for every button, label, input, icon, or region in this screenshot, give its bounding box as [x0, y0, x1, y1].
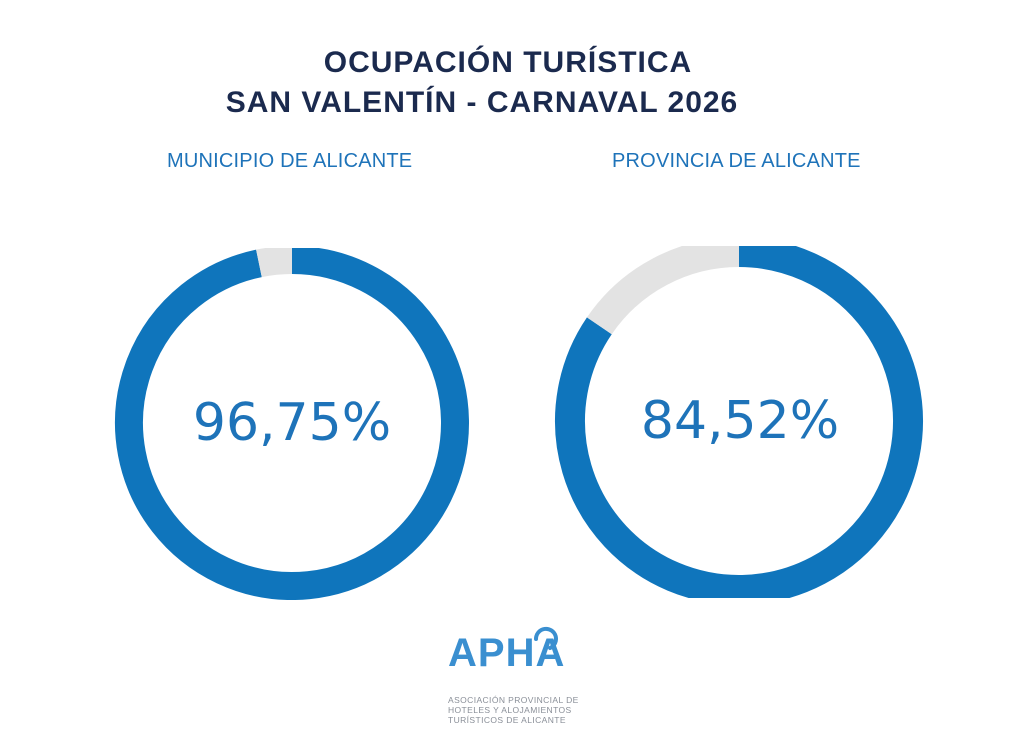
donut-slice-ocupado	[555, 246, 923, 598]
title-line-2: SAN VALENTÍN - CARNAVAL 2026	[225, 86, 739, 119]
logo-subtitle-line-1: Asociación Provincial de	[448, 695, 579, 705]
center-label-provincia: 84,52%	[641, 391, 839, 451]
donut-slices-municipio	[115, 248, 469, 600]
logo-subtitle-line-2: Hoteles y Alojamientos	[448, 705, 572, 715]
chart-title-municipio: MUNICIPIO DE ALICANTE	[167, 150, 413, 172]
donut-chart-provincia: 84,52%	[555, 246, 923, 598]
donut-slices-provincia	[555, 246, 923, 598]
chart-title-provincia: PROVINCIA DE ALICANTE	[612, 150, 861, 172]
donut-chart-municipio: 96,75%	[115, 248, 469, 600]
apha-logo: APHA Asociación Provincial de Hoteles y …	[440, 625, 600, 740]
logo-subtitle-line-3: Turísticos de Alicante	[448, 715, 566, 725]
donut-slice-libre	[256, 248, 293, 278]
title-line-1: OCUPACIÓN TURÍSTICA	[323, 46, 693, 79]
donut-slice-ocupado	[115, 248, 469, 600]
logo-wordmark: APHA	[448, 631, 566, 675]
donut-slice-libre	[586, 246, 740, 335]
apha-logo-mark-icon	[533, 626, 558, 650]
center-label-municipio: 96,75%	[193, 393, 391, 453]
